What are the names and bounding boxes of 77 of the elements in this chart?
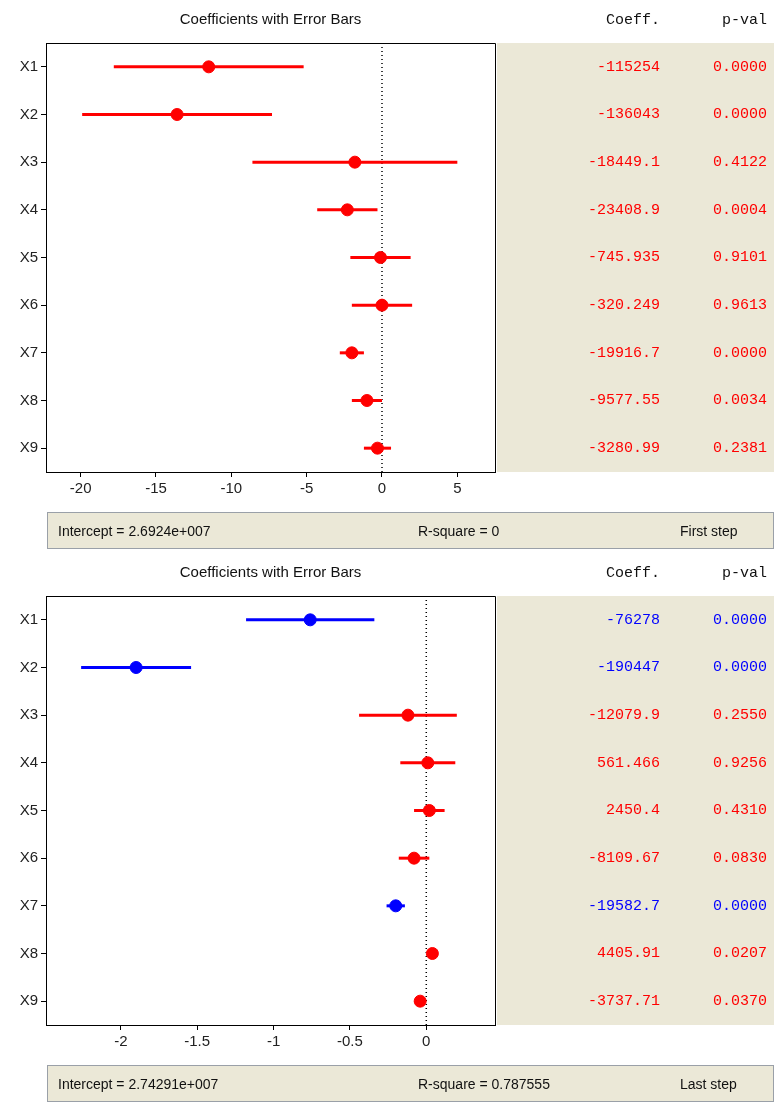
x-tick-label: -2: [114, 1032, 128, 1050]
text: 0.9101: [712, 249, 767, 267]
x-tick-label: 0: [377, 479, 387, 497]
text: 0.2550: [712, 707, 767, 725]
y-tick-label: X4: [19, 199, 38, 217]
text: 0.0034: [712, 392, 767, 410]
text: -745.935: [587, 249, 660, 267]
text: R-square = 0: [418, 523, 500, 539]
text: 0.0000: [712, 659, 767, 677]
text: Intercept = 2.6924e+007: [58, 523, 211, 539]
text: 0.2381: [712, 440, 767, 458]
text: -136043: [596, 106, 660, 124]
y-tick-label: X1: [19, 56, 38, 74]
text: 0.0000: [712, 344, 767, 362]
text: Intercept = 2.74291e+007: [58, 1076, 219, 1092]
text: 0.9613: [712, 297, 767, 315]
text: 0.0000: [712, 106, 767, 124]
y-tick-label: X2: [19, 657, 38, 675]
text: Coeff.: [605, 564, 660, 582]
text: -190447: [596, 659, 660, 677]
text: 561.466: [596, 754, 660, 772]
y-tick-label: X4: [19, 752, 38, 770]
text: Coeff.: [605, 11, 660, 29]
y-tick-label: X5: [19, 800, 38, 818]
y-tick-label: X1: [19, 609, 38, 627]
x-tick-label: -5: [299, 479, 314, 497]
y-tick-label: X8: [19, 943, 38, 961]
text: p-val: [721, 11, 767, 29]
text: 0.0000: [712, 611, 767, 629]
text: 0.0370: [712, 993, 767, 1011]
text: -19582.7: [587, 897, 660, 915]
text: 0.4122: [712, 154, 767, 172]
chart-title: Coefficients with Error Bars: [179, 563, 362, 581]
x-tick-label: -1: [266, 1032, 281, 1050]
text: 2450.4: [605, 802, 660, 820]
text: -9577.55: [587, 392, 660, 410]
y-tick-label: X6: [19, 295, 38, 313]
y-tick-label: X5: [19, 247, 38, 265]
y-tick-label: X7: [19, 342, 38, 360]
text: First step: [680, 523, 738, 539]
chart-title: Coefficients with Error Bars: [179, 10, 362, 28]
x-tick-label: 0: [422, 1032, 431, 1050]
x-tick-label: -20: [69, 479, 92, 497]
text: -3280.99: [587, 440, 660, 458]
text: R-square = 0.787555: [418, 1076, 550, 1092]
text: -8109.67: [587, 850, 660, 868]
text: 4405.91: [596, 945, 660, 963]
text: 0.0830: [712, 850, 767, 868]
x-tick-label: -15: [145, 479, 167, 497]
x-tick-label: -0.5: [336, 1032, 363, 1050]
y-tick-label: X3: [19, 152, 38, 170]
text: 0.0000: [712, 897, 767, 915]
text: Last step: [680, 1076, 737, 1092]
y-tick-label: X9: [19, 438, 38, 456]
x-tick-label: -10: [220, 479, 243, 497]
text: -76278: [605, 611, 660, 629]
text: -3737.71: [587, 993, 660, 1011]
text: -115254: [596, 58, 660, 76]
text: p-val: [721, 564, 767, 582]
x-tick-label: -1.5: [184, 1032, 211, 1050]
text: 0.0000: [712, 58, 767, 76]
text: -19916.7: [587, 344, 660, 362]
text: -12079.9: [587, 707, 660, 725]
y-tick-label: X3: [19, 705, 38, 723]
y-tick-label: X2: [19, 104, 38, 122]
y-tick-label: X7: [19, 895, 38, 913]
text: 0.9256: [712, 754, 767, 772]
text: 0.0207: [712, 945, 767, 963]
y-tick-label: X9: [19, 991, 38, 1009]
text: 0.4310: [712, 802, 767, 820]
x-tick-label: 5: [453, 479, 462, 497]
text: -23408.9: [587, 201, 660, 219]
y-tick-label: X8: [19, 390, 38, 408]
y-tick-label: X6: [19, 848, 38, 866]
text: 0.0004: [712, 201, 767, 219]
text: -18449.1: [587, 154, 660, 172]
text: -320.249: [587, 297, 660, 315]
